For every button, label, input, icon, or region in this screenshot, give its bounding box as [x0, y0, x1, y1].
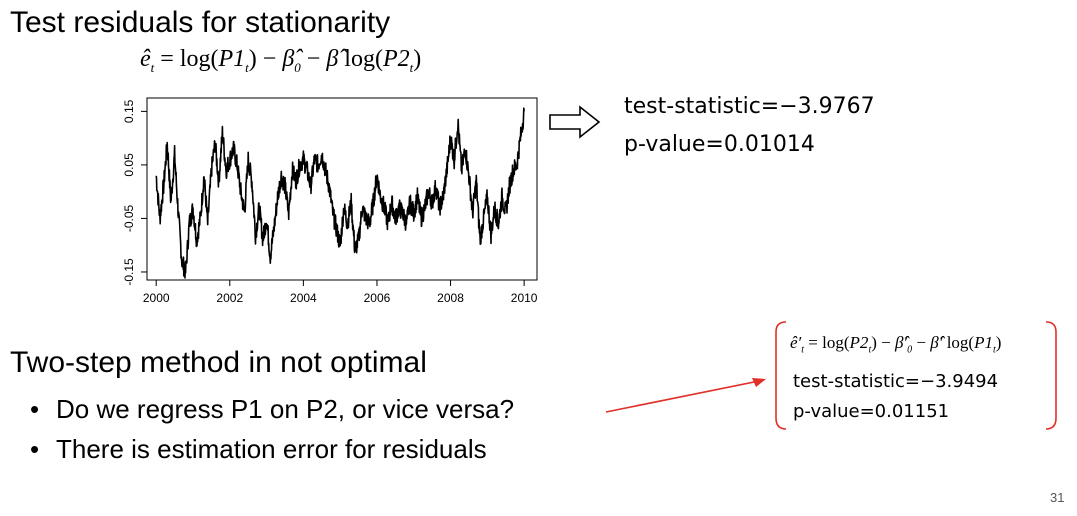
- test-statistic-1: test-statistic=−3.9767: [624, 94, 875, 119]
- section-title: Two-step method in not optimal: [10, 346, 427, 379]
- hollow-right-arrow-icon: [549, 105, 601, 139]
- plot-frame: [146, 97, 538, 281]
- alt-residual-equation: ê′t = log(P2t) − β̂′0 − β̂′ log(P1t): [790, 333, 1002, 356]
- bullet-dot-icon: •: [30, 434, 40, 464]
- residual-equation: êt = log(P1t) − β̂0 − β̂ log(P2t): [140, 46, 422, 75]
- x-tick-label: 2010: [511, 291, 538, 305]
- test-statistic-2: test-statistic=−3.9494: [793, 371, 999, 392]
- x-tick-label: 2004: [290, 291, 317, 305]
- residual-time-series-chart: -0.15 -0.05 0.05 0.15 2000 2002 2004 2006 2008 20…: [122, 97, 538, 305]
- x-tick-label: 2008: [437, 291, 464, 305]
- y-tick-label: -0.05: [122, 204, 136, 232]
- bullet-item: • Do we regress P1 on P2, or vice versa?: [30, 390, 514, 428]
- x-tick-label: 2006: [364, 291, 391, 305]
- y-tick-label: 0.05: [122, 153, 136, 177]
- y-tick-label: 0.15: [122, 99, 136, 123]
- p-value-1: p-value=0.01014: [624, 132, 815, 157]
- page-title: Test residuals for stationarity: [10, 6, 391, 39]
- red-bracket-frame: [775, 321, 1057, 430]
- residual-series-line: [155, 107, 525, 279]
- red-pointer-arrow-icon: [605, 378, 766, 413]
- y-tick-label: -0.15: [122, 258, 136, 286]
- bullet-item: • There is estimation error for residuals: [30, 430, 487, 468]
- x-tick-label: 2000: [143, 291, 170, 305]
- bullet-dot-icon: •: [30, 394, 40, 424]
- page-number: 31: [1050, 490, 1065, 505]
- p-value-2: p-value=0.01151: [793, 401, 950, 422]
- x-tick-label: 2002: [216, 291, 243, 305]
